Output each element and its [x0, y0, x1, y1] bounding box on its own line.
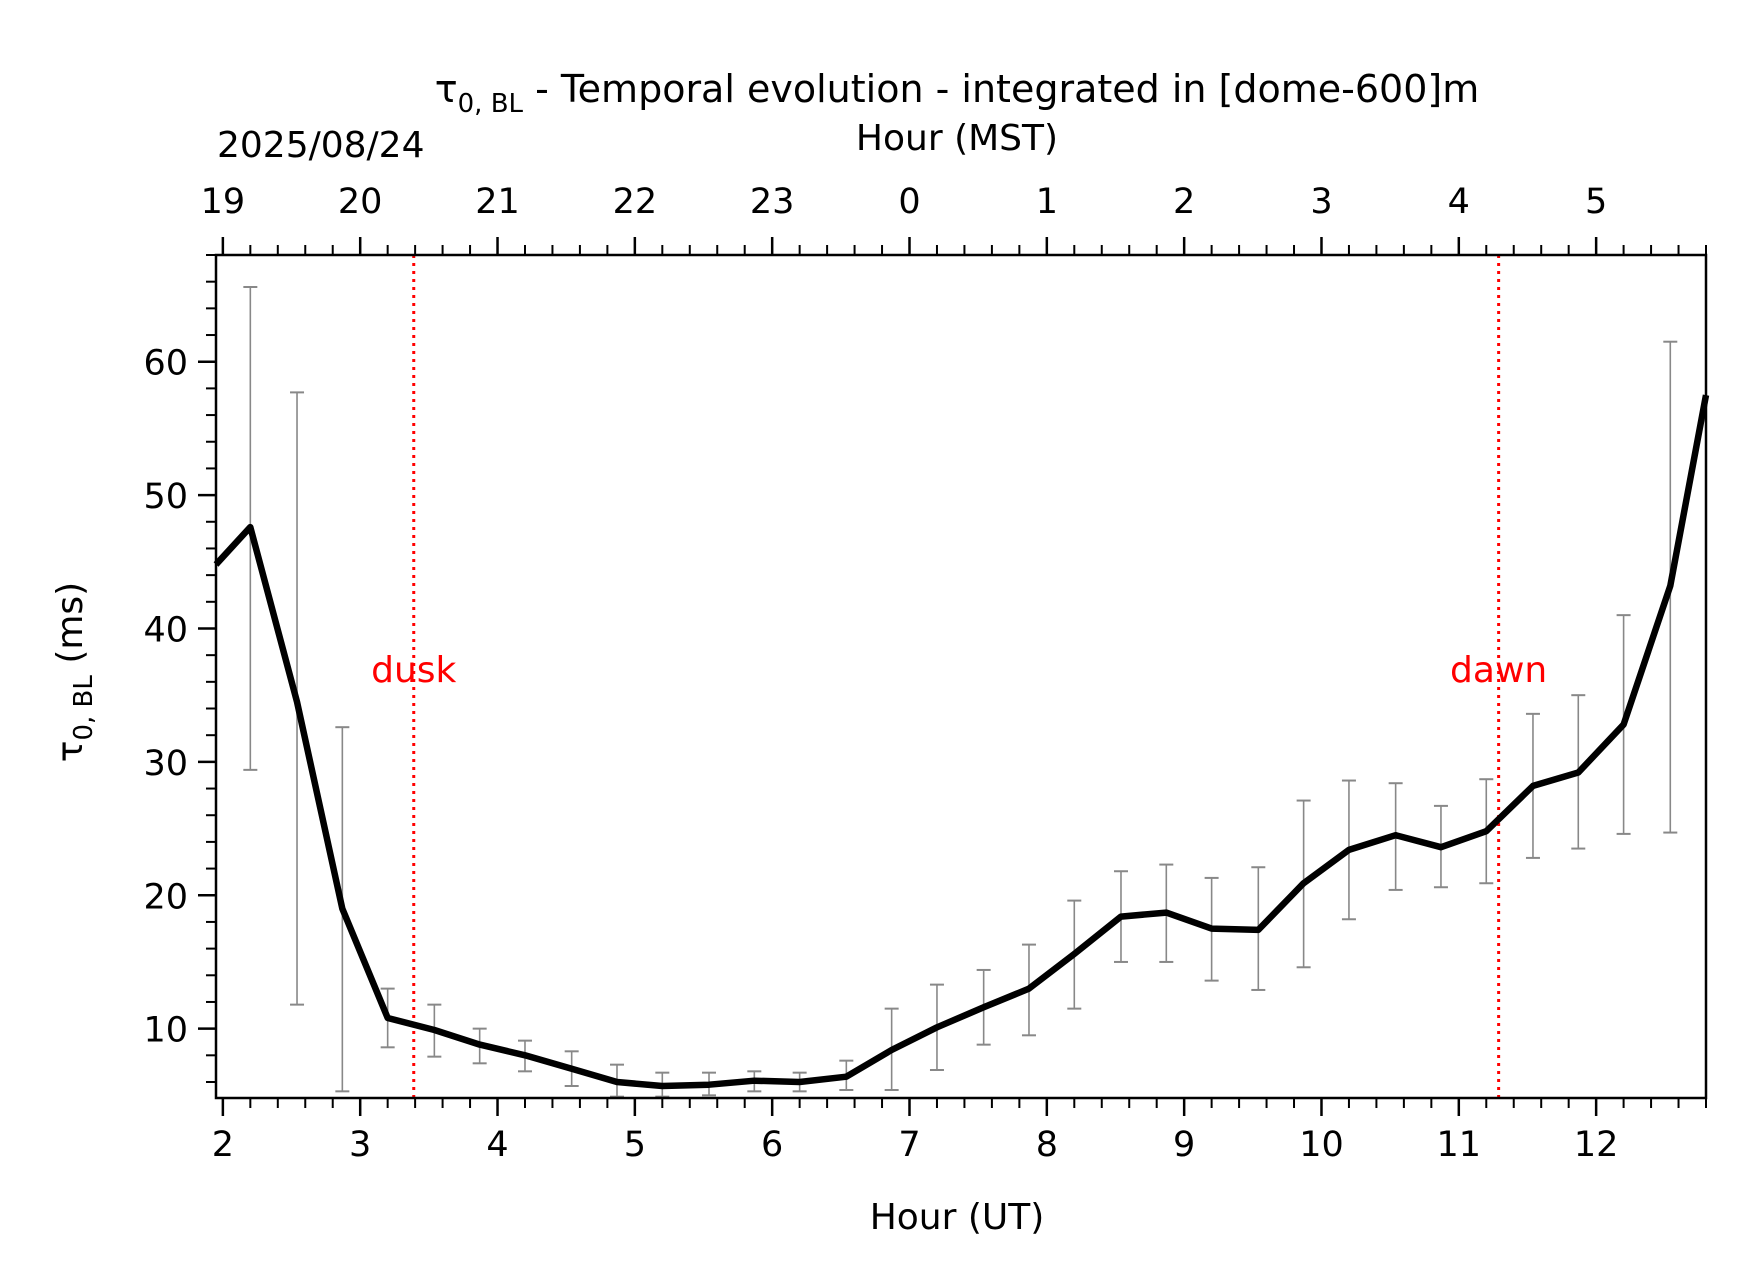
x2-tick-label: 5	[1585, 182, 1607, 222]
x2-tick-label: 19	[201, 182, 246, 222]
x-tick-label: 6	[761, 1125, 783, 1165]
x-tick-label: 5	[624, 1125, 646, 1165]
plot-frame	[214, 253, 1708, 1100]
y-tick-label: 40	[143, 610, 188, 650]
bottom-axis-label: Hour (UT)	[870, 1197, 1045, 1238]
y-axis-label: τ0, BL (ms)	[50, 582, 99, 762]
x-tick-label: 10	[1299, 1125, 1344, 1165]
ylabel-subscript: 0, BL	[69, 675, 99, 741]
x2-tick-label: 1	[1036, 182, 1058, 222]
dawn-label: dawn	[1450, 650, 1547, 691]
x-tick-label: 8	[1036, 1125, 1058, 1165]
x-tick-label: 2	[212, 1125, 234, 1165]
x2-tick-label: 3	[1310, 182, 1332, 222]
x-tick-label: 7	[898, 1125, 920, 1165]
x2-tick-label: 20	[338, 182, 383, 222]
series-line	[213, 394, 1710, 1090]
top-axis-label: Hour (MST)	[856, 118, 1058, 159]
y-tick-label: 10	[143, 1011, 188, 1051]
x-tick-label: 12	[1574, 1125, 1619, 1165]
x2-tick-label: 2	[1173, 182, 1195, 222]
x2-tick-label: 21	[475, 182, 520, 222]
chart-title: τ0, BL - Temporal evolution - integrated…	[435, 67, 1479, 119]
y-tick-label: 20	[143, 877, 188, 917]
x2-tick-label: 4	[1448, 182, 1470, 222]
y-tick-label: 50	[143, 477, 188, 517]
title-symbol: τ	[435, 67, 458, 111]
ylabel-symbol: τ	[50, 741, 91, 763]
x2-tick-label: 23	[750, 182, 795, 222]
x2-tick-label: 0	[898, 182, 920, 222]
y-tick-label: 30	[143, 744, 188, 784]
y-tick-label: 60	[143, 344, 188, 384]
x-tick-label: 9	[1173, 1125, 1195, 1165]
chart-marks: dusk dawn	[213, 255, 1710, 1098]
x-tick-label: 11	[1437, 1125, 1482, 1165]
x-tick-label: 4	[486, 1125, 508, 1165]
x-tick-label: 3	[349, 1125, 371, 1165]
ylabel-rest: (ms)	[50, 582, 91, 675]
dusk-label: dusk	[371, 650, 456, 691]
svg-text:τ0, BL - Temporal evolution -: τ0, BL - Temporal evolution - integrated…	[435, 67, 1479, 119]
title-rest: - Temporal evolution - integrated in [do…	[523, 67, 1479, 111]
svg-text:τ0, BL (ms): τ0, BL (ms)	[50, 582, 99, 762]
date-label: 2025/08/24	[217, 125, 425, 166]
x2-tick-label: 22	[613, 182, 658, 222]
title-subscript: 0, BL	[458, 89, 524, 119]
